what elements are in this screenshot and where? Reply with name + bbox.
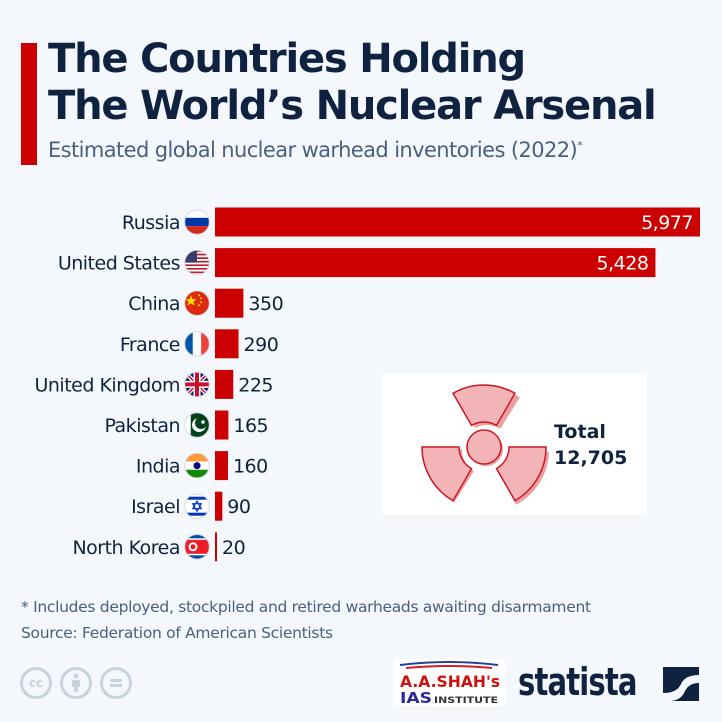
flag-russia-icon	[184, 209, 210, 235]
total-title: Total	[554, 421, 606, 443]
flag-france-icon	[184, 331, 210, 357]
bar	[215, 451, 228, 481]
subtitle-footnote-mark: *	[577, 139, 583, 152]
source: Source: Federation of American Scientist…	[21, 624, 333, 642]
bar-row: United Kingdom 225	[34, 369, 274, 399]
value-label: 225	[238, 374, 273, 396]
bar-row: China 350	[128, 288, 284, 318]
bar	[215, 410, 229, 440]
flag-china-icon	[184, 290, 210, 316]
subtitle: Estimated global nuclear warhead invento…	[48, 138, 583, 162]
statista-logo[interactable]: statista	[518, 660, 638, 704]
flag-india-icon	[184, 452, 210, 479]
total-value: 12,705	[554, 447, 628, 469]
title-line-2: The World’s Nuclear Arsenal	[48, 83, 657, 129]
value-label: 290	[244, 334, 279, 356]
bar	[215, 207, 700, 237]
value-label: 20	[222, 537, 245, 559]
footnote: * Includes deployed, stockpiled and reti…	[21, 598, 591, 616]
total-box: Total 12,705	[382, 373, 646, 515]
flag-pakistan-icon	[184, 412, 210, 438]
page-title: The Countries Holding The World’s Nuclea…	[48, 36, 657, 130]
statista-mark-icon	[663, 667, 699, 701]
category-label: France	[120, 334, 180, 356]
value-label: 160	[233, 456, 268, 478]
flag-united-states-icon	[184, 249, 210, 276]
flag-north-korea-icon	[184, 534, 210, 560]
bar	[215, 288, 244, 318]
bar-row: Pakistan 165	[104, 410, 269, 440]
category-label: Israel	[131, 496, 180, 518]
value-label: 5,977	[641, 212, 693, 234]
category-label: China	[128, 293, 180, 315]
bar-row: India 160	[136, 451, 268, 481]
bar	[215, 369, 234, 399]
value-label: 165	[233, 415, 268, 437]
total-label: Total 12,705	[554, 419, 627, 471]
value-label: 5,428	[597, 253, 649, 275]
partner-logo: A.A.SHAH's IAS INSTITUTE	[394, 659, 505, 707]
partner-logo-line2b: INSTITUTE	[434, 696, 498, 706]
value-label: 350	[248, 293, 283, 315]
bar-row: United States 5,428	[58, 248, 656, 278]
title-line-1: The Countries Holding	[48, 36, 526, 82]
category-label: United Kingdom	[34, 374, 180, 396]
cc-icon[interactable]: cc	[20, 667, 52, 699]
by-icon[interactable]	[60, 667, 92, 699]
category-label: North Korea	[72, 537, 180, 559]
bar-row: North Korea 20	[72, 532, 246, 562]
bar	[215, 248, 656, 278]
bar	[215, 491, 223, 521]
value-label: 90	[227, 496, 250, 518]
category-label: India	[136, 456, 180, 478]
bar-row: Israel 90	[131, 491, 251, 521]
license-icons: cc	[20, 667, 132, 699]
flag-israel-icon	[184, 493, 210, 519]
bar	[215, 329, 239, 359]
accent-bar	[21, 43, 37, 165]
bar-row: France 290	[120, 329, 279, 359]
bar-row: Russia 5,977	[122, 207, 700, 237]
category-label: Pakistan	[104, 415, 180, 437]
partner-logo-line1: A.A.SHAH's	[400, 672, 500, 691]
bar-chart: Russia 5,977 United States 5,428 China 350 Fra…	[34, 207, 700, 562]
category-label: Russia	[122, 212, 180, 234]
flag-united-kingdom-icon	[184, 371, 210, 397]
nd-icon[interactable]	[100, 667, 132, 699]
partner-logo-line2a: IAS	[400, 689, 432, 707]
radiation-icon	[421, 384, 549, 505]
subtitle-text: Estimated global nuclear warhead invento…	[48, 138, 578, 162]
category-label: United States	[58, 253, 180, 275]
bar	[215, 532, 217, 562]
